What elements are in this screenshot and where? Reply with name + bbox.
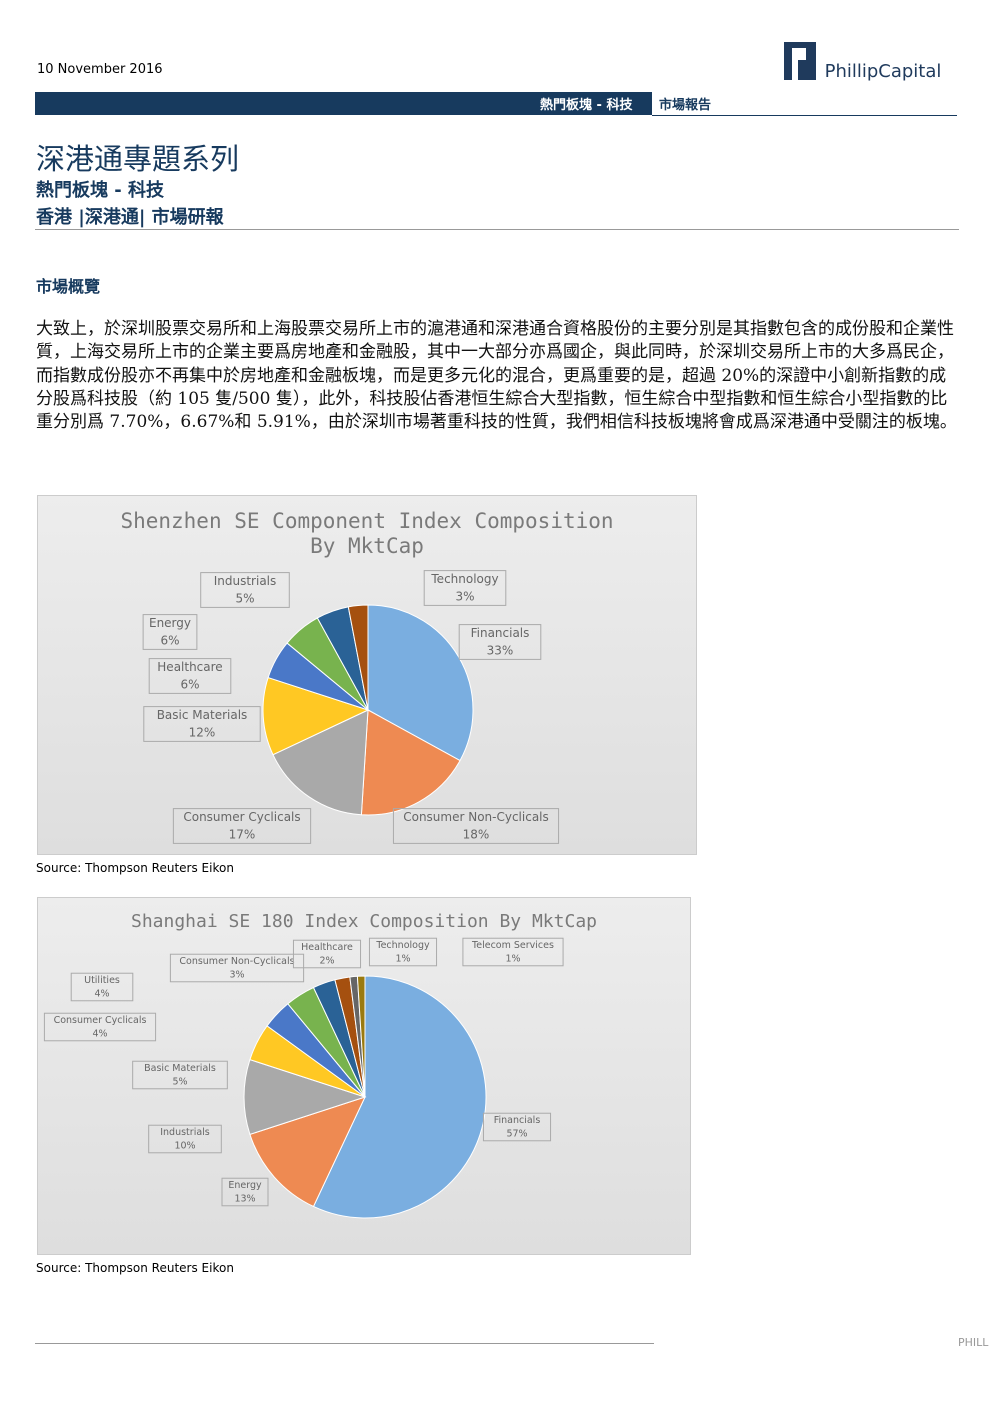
- legend-label: Technology: [375, 940, 430, 951]
- data-label: 57%: [506, 1129, 527, 1140]
- rule: [652, 115, 957, 116]
- data-label: 18%: [463, 828, 490, 842]
- data-label: 6%: [180, 678, 199, 692]
- label-box: [292, 939, 362, 969]
- data-label: 10%: [174, 1141, 195, 1152]
- logo-text: PhillipCapital: [825, 61, 942, 82]
- data-label: 1%: [395, 954, 410, 965]
- pie-slice: [356, 975, 366, 1098]
- chart: Financials 33% Consumer Non-Cyclicals 18% Co…: [37, 495, 697, 855]
- label-box: [221, 1177, 269, 1207]
- label-box: [148, 658, 232, 694]
- pie-slice: [367, 604, 474, 762]
- chart: Financials 57% Energy 13% Industrials 10% Basi…: [37, 897, 691, 1255]
- subtitle: 熱門板塊 - 科技: [36, 180, 165, 201]
- data-label: 13%: [234, 1194, 255, 1205]
- chart-svg: Financials 33% Consumer Non-Cyclicals 18% Co…: [37, 495, 697, 855]
- header-bar: [35, 92, 652, 115]
- section-heading: 市場概覽: [36, 277, 101, 296]
- label-box: [143, 706, 261, 742]
- label-box: [200, 572, 290, 608]
- source: Source: Thompson Reuters Eikon: [36, 1261, 234, 1275]
- pie-slice: [262, 676, 370, 756]
- title: 深港通專題系列: [36, 142, 240, 176]
- legend-label: Industrials: [160, 1127, 210, 1138]
- chart-title: Shanghai SE 180 Index Composition By Mkt…: [131, 911, 597, 932]
- data-label: 2%: [319, 956, 334, 967]
- header-topic: 熱門板塊 - 科技: [540, 98, 633, 113]
- legend-label: Technology: [430, 572, 498, 586]
- logo: PhillipCapital: [784, 42, 942, 82]
- label-box: [423, 570, 507, 606]
- pie-slice: [249, 1096, 366, 1208]
- legend-label: Energy: [228, 1180, 262, 1191]
- rule: [35, 229, 959, 230]
- footer-rule: [35, 1343, 654, 1344]
- data-label: 17%: [229, 828, 256, 842]
- data-label: 3%: [455, 590, 474, 604]
- legend-label: Basic Materials: [144, 1063, 216, 1074]
- legend-label: Utilities: [84, 975, 120, 986]
- data-label: 33%: [487, 644, 514, 658]
- legend-label: Energy: [149, 616, 191, 630]
- data-label: 4%: [94, 989, 109, 1000]
- data-label: 6%: [160, 634, 179, 648]
- data-label: 1%: [505, 954, 520, 965]
- label-box: [482, 1112, 552, 1142]
- data-label: 3%: [229, 970, 244, 981]
- legend-label: Consumer Cyclicals: [183, 810, 300, 824]
- legend-label: Consumer Non-Cyclicals: [179, 956, 294, 967]
- pie-slice: [272, 709, 369, 816]
- label-box: [458, 624, 542, 660]
- pie-slice: [360, 709, 461, 816]
- chart-title: Shenzhen SE Component Index Composition …: [120, 509, 614, 559]
- data-label: 12%: [189, 726, 216, 740]
- label-box: [392, 808, 560, 844]
- label-box: [43, 1012, 157, 1042]
- label-box: [70, 972, 134, 1002]
- legend-label: Basic Materials: [157, 708, 248, 722]
- data-label: 5%: [172, 1077, 187, 1088]
- legend-label: Financials: [471, 626, 530, 640]
- legend-label: Telecom Services: [471, 940, 554, 951]
- date: 10 November 2016: [37, 62, 163, 77]
- legend-label: Consumer Non-Cyclicals: [403, 810, 549, 824]
- footer: PHILL: [958, 1336, 989, 1349]
- data-label: 5%: [235, 592, 254, 606]
- paragraph: 大致上，於深圳股票交易所和上海股票交易所上市的滬港通和深港通合資格股份的主要分別…: [36, 319, 957, 433]
- pie-slice: [347, 604, 369, 711]
- source: Source: Thompson Reuters Eikon: [36, 861, 234, 875]
- legend-label: Financials: [494, 1115, 541, 1126]
- legend-label: Healthcare: [157, 660, 222, 674]
- legend-label: Industrials: [214, 574, 277, 588]
- chart-svg: Financials 57% Energy 13% Industrials 10% Basi…: [37, 897, 691, 1255]
- label-box: [172, 808, 312, 844]
- label-box: [368, 937, 438, 967]
- header-type: 市場報告: [659, 98, 712, 113]
- subtitle: 香港 |深港通| 市場研報: [36, 207, 224, 228]
- label-box: [132, 1060, 228, 1090]
- label-box: [148, 1124, 222, 1154]
- label-box: [462, 937, 564, 967]
- legend-label: Healthcare: [301, 942, 353, 953]
- legend-label: Consumer Cyclicals: [54, 1015, 147, 1026]
- label-box: [142, 614, 198, 650]
- data-label: 4%: [92, 1029, 107, 1040]
- pie-slice: [243, 1058, 367, 1136]
